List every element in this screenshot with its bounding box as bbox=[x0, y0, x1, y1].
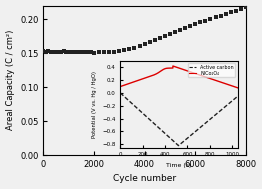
Point bbox=[72, 51, 76, 54]
X-axis label: Cycle number: Cycle number bbox=[113, 174, 176, 184]
Point bbox=[239, 7, 243, 10]
Point bbox=[183, 26, 187, 29]
Point bbox=[74, 50, 78, 53]
Point bbox=[41, 50, 46, 53]
Point bbox=[107, 50, 111, 53]
Point bbox=[234, 9, 238, 12]
Y-axis label: Areal Capacity (C / cm²): Areal Capacity (C / cm²) bbox=[6, 30, 15, 130]
Point bbox=[44, 50, 48, 53]
Point bbox=[193, 22, 197, 25]
Point bbox=[87, 51, 91, 54]
Point bbox=[102, 51, 106, 54]
Point bbox=[77, 50, 81, 53]
Point bbox=[67, 50, 71, 53]
Point bbox=[54, 50, 58, 53]
Point bbox=[92, 52, 96, 55]
Point bbox=[122, 49, 127, 52]
Point bbox=[188, 24, 192, 27]
Point bbox=[46, 50, 51, 53]
Point bbox=[214, 16, 218, 19]
Point bbox=[223, 13, 228, 16]
Point bbox=[59, 50, 63, 53]
Point bbox=[89, 51, 94, 54]
Point bbox=[208, 18, 212, 21]
Point bbox=[64, 50, 68, 53]
Point bbox=[148, 41, 152, 44]
Point bbox=[79, 51, 83, 54]
Point bbox=[112, 50, 116, 53]
Point bbox=[198, 20, 203, 23]
Point bbox=[244, 5, 248, 9]
Point bbox=[173, 31, 177, 34]
Point bbox=[97, 51, 101, 54]
Point bbox=[203, 19, 208, 22]
Point bbox=[117, 50, 121, 53]
Point bbox=[219, 14, 223, 17]
Point bbox=[82, 50, 86, 53]
Point bbox=[49, 50, 53, 53]
Point bbox=[158, 37, 162, 40]
Point bbox=[138, 44, 142, 47]
Point bbox=[229, 11, 233, 14]
Point bbox=[163, 35, 167, 38]
Point bbox=[143, 43, 147, 46]
Point bbox=[62, 50, 66, 53]
Point bbox=[84, 51, 89, 54]
Point bbox=[56, 50, 61, 53]
Point bbox=[127, 47, 132, 50]
Point bbox=[168, 33, 172, 36]
Point bbox=[132, 46, 137, 49]
Point bbox=[178, 29, 182, 32]
Point bbox=[51, 50, 56, 53]
Point bbox=[153, 39, 157, 42]
Point bbox=[69, 50, 73, 53]
